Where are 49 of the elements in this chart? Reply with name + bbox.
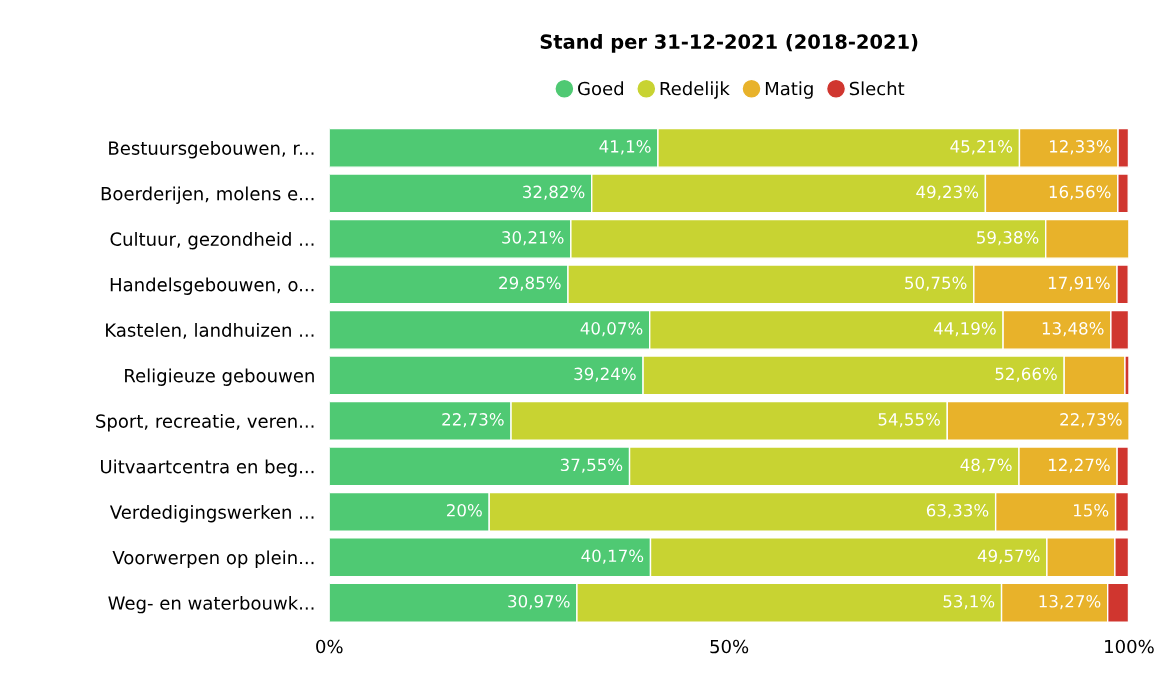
data-label: 39,24% [574, 367, 636, 382]
y-tick-label: Boerderijen, molens e... [101, 186, 314, 204]
x-tick-label: 100% [1105, 639, 1154, 654]
legend-label: Goed [578, 81, 623, 96]
y-tick-label: Kastelen, landhuizen ... [106, 322, 314, 339]
chart-title: Stand per 31-12-2021 (2018-2021) [540, 33, 918, 53]
data-label: 54,55% [878, 413, 940, 428]
data-label: 30,21% [502, 231, 564, 246]
data-label: 12,33% [1049, 140, 1111, 155]
data-label: 13,27% [1039, 594, 1101, 610]
y-tick-label: Sport, recreatie, veren... [96, 413, 314, 432]
data-label: 49,57% [977, 549, 1040, 564]
y-tick-label: Verdedigingswerken ... [109, 504, 314, 523]
data-label: 32,82% [523, 185, 585, 200]
y-tick-label: Religieuze gebouwen [125, 368, 314, 386]
data-label: 12,27% [1049, 458, 1110, 473]
data-label: 40,17% [581, 549, 644, 564]
legend-label: Slecht [849, 81, 905, 96]
data-label: 50,75% [905, 276, 967, 291]
data-label: 29,85% [499, 276, 561, 291]
y-tick-label: Voorwerpen op plein... [112, 550, 314, 568]
data-label: 17,91% [1048, 276, 1110, 291]
y-tick-label: Uitvaartcentra en beg... [101, 459, 314, 477]
y-tick-label: Weg- en waterbouwk... [108, 595, 314, 614]
data-label: 16,56% [1049, 185, 1111, 200]
data-label: 44,19% [933, 322, 996, 337]
data-label: 22,73% [442, 413, 504, 428]
legend-label: Matig [765, 81, 813, 99]
x-tick-label: 50% [710, 639, 749, 654]
data-label: 30,97% [508, 594, 570, 610]
data-label: 59,38% [977, 231, 1039, 246]
data-label: 45,21% [950, 140, 1013, 155]
data-label: 15% [1073, 504, 1109, 517]
data-label: 41,1% [599, 140, 651, 155]
x-tick-label: 0% [316, 639, 343, 654]
legend-label: Redelijk [660, 81, 730, 99]
data-label: 37,55% [560, 458, 623, 473]
data-label: 20% [447, 504, 482, 517]
y-tick-label: Handelsgebouwen, o... [110, 277, 314, 295]
data-label: 13,48% [1042, 322, 1104, 337]
data-label: 53,1% [943, 594, 995, 610]
data-label: 22,73% [1060, 413, 1122, 428]
data-label: 63,33% [926, 504, 989, 519]
data-label: 49,23% [916, 185, 979, 200]
data-label: 52,66% [995, 367, 1057, 382]
y-tick-label: Bestuursgebouwen, r... [109, 140, 314, 159]
data-label: 48,7% [960, 458, 1012, 473]
data-label: 40,07% [580, 322, 643, 337]
y-tick-label: Cultuur, gezondheid ... [110, 231, 314, 250]
